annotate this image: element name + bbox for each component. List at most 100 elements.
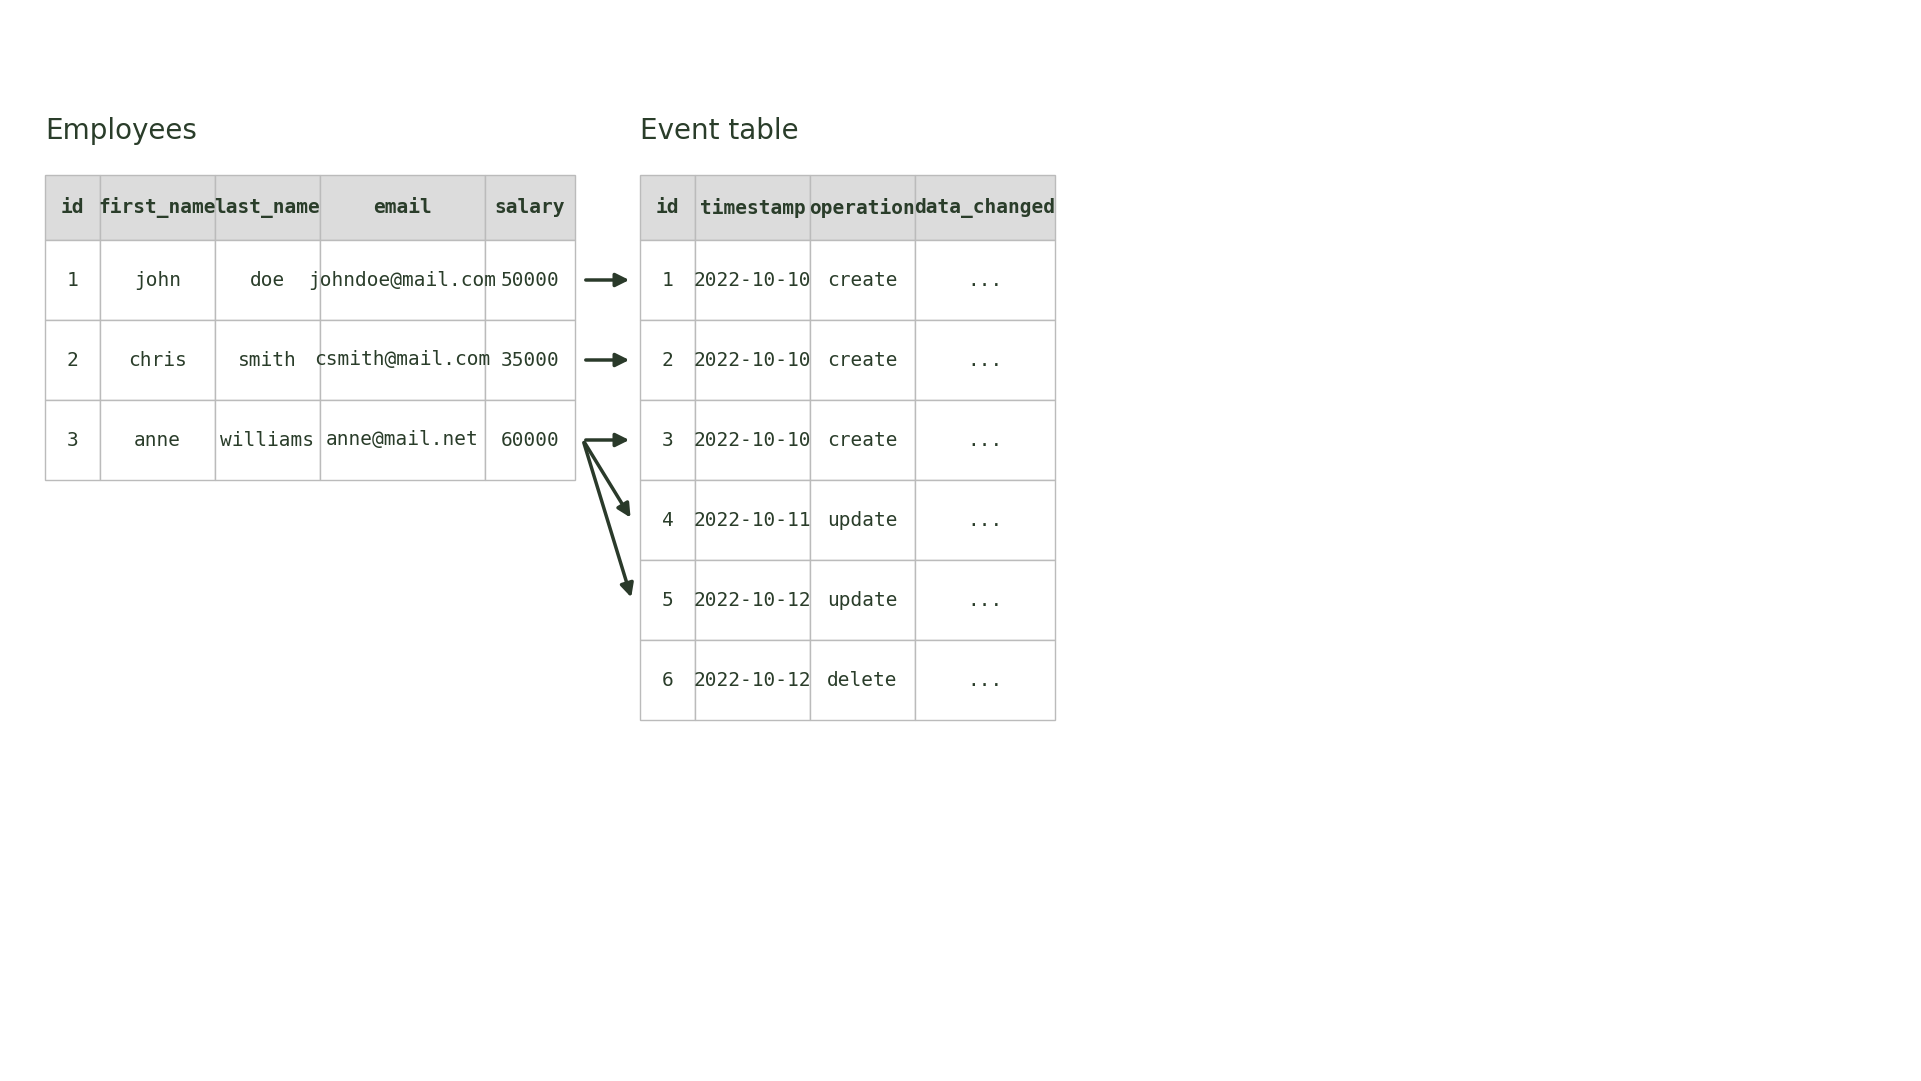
Bar <box>914 560 1055 640</box>
Bar <box>44 320 100 400</box>
Bar <box>695 640 811 720</box>
Bar <box>640 320 695 400</box>
Bar <box>914 400 1055 480</box>
Text: 2022-10-10: 2022-10-10 <box>693 350 811 370</box>
Bar <box>914 240 1055 320</box>
Bar <box>100 320 215 400</box>
Text: last_name: last_name <box>215 198 321 217</box>
FancyArrowPatch shape <box>584 442 628 515</box>
Bar <box>44 175 100 240</box>
Text: 2: 2 <box>67 350 79 370</box>
Text: salary: salary <box>496 198 565 217</box>
Bar <box>640 240 695 320</box>
Text: ...: ... <box>968 590 1003 610</box>
Text: update: update <box>828 590 897 610</box>
Bar <box>695 175 811 240</box>
Text: 2022-10-10: 2022-10-10 <box>693 270 811 290</box>
Text: 2: 2 <box>661 350 674 370</box>
Text: Event table: Event table <box>640 117 799 145</box>
Bar <box>484 400 574 480</box>
Bar <box>811 175 914 240</box>
Text: id: id <box>655 198 680 217</box>
FancyArrowPatch shape <box>586 435 626 445</box>
Text: id: id <box>61 198 85 217</box>
Text: 50000: 50000 <box>501 270 559 290</box>
Text: email: email <box>373 198 432 217</box>
Bar <box>695 480 811 560</box>
Bar <box>914 175 1055 240</box>
Bar <box>640 175 695 240</box>
Text: anne@mail.net: anne@mail.net <box>327 430 478 450</box>
Bar <box>44 400 100 480</box>
Text: 4: 4 <box>661 510 674 530</box>
Text: 2022-10-12: 2022-10-12 <box>693 670 811 690</box>
Bar <box>215 400 321 480</box>
Bar <box>484 175 574 240</box>
Bar <box>484 320 574 400</box>
Bar <box>811 640 914 720</box>
Bar <box>640 640 695 720</box>
Text: doe: doe <box>250 270 284 290</box>
Bar <box>321 400 484 480</box>
Text: ...: ... <box>968 510 1003 530</box>
Bar <box>321 320 484 400</box>
Bar <box>811 320 914 400</box>
FancyArrowPatch shape <box>584 442 632 593</box>
Text: anne: anne <box>134 430 181 450</box>
Text: williams: williams <box>221 430 315 450</box>
Text: ...: ... <box>968 270 1003 290</box>
Bar <box>44 240 100 320</box>
Text: 2022-10-12: 2022-10-12 <box>693 590 811 610</box>
Bar <box>640 560 695 640</box>
Text: csmith@mail.com: csmith@mail.com <box>315 350 490 370</box>
Text: create: create <box>828 270 897 290</box>
Bar <box>215 175 321 240</box>
Text: chris: chris <box>129 350 186 370</box>
FancyArrowPatch shape <box>586 355 626 365</box>
FancyArrowPatch shape <box>586 275 626 285</box>
Bar <box>695 400 811 480</box>
Text: 2022-10-10: 2022-10-10 <box>693 430 811 450</box>
Bar <box>914 640 1055 720</box>
Text: 1: 1 <box>67 270 79 290</box>
Bar <box>484 240 574 320</box>
Bar <box>640 480 695 560</box>
Text: johndoe@mail.com: johndoe@mail.com <box>309 270 496 290</box>
Bar <box>640 400 695 480</box>
Bar <box>914 320 1055 400</box>
Text: create: create <box>828 430 897 450</box>
Text: 2022-10-11: 2022-10-11 <box>693 510 811 530</box>
Text: john: john <box>134 270 181 290</box>
Text: ...: ... <box>968 350 1003 370</box>
Text: timestamp: timestamp <box>699 198 805 217</box>
Text: create: create <box>828 350 897 370</box>
Bar <box>695 240 811 320</box>
Text: 1: 1 <box>661 270 674 290</box>
Bar <box>100 400 215 480</box>
Text: Employees: Employees <box>44 117 196 145</box>
Text: 3: 3 <box>661 430 674 450</box>
Bar <box>100 175 215 240</box>
Text: operation: operation <box>809 198 916 217</box>
Text: 35000: 35000 <box>501 350 559 370</box>
Text: 5: 5 <box>661 590 674 610</box>
Bar <box>811 400 914 480</box>
Bar <box>695 560 811 640</box>
Bar <box>215 320 321 400</box>
Text: 60000: 60000 <box>501 430 559 450</box>
Bar <box>100 240 215 320</box>
Text: 3: 3 <box>67 430 79 450</box>
Bar <box>321 175 484 240</box>
Text: ...: ... <box>968 430 1003 450</box>
Bar <box>215 240 321 320</box>
Bar <box>811 560 914 640</box>
Bar <box>811 240 914 320</box>
Bar <box>914 480 1055 560</box>
Text: update: update <box>828 510 897 530</box>
Bar <box>695 320 811 400</box>
Bar <box>811 480 914 560</box>
Text: delete: delete <box>828 670 897 690</box>
Text: smith: smith <box>238 350 298 370</box>
Text: ...: ... <box>968 670 1003 690</box>
Bar <box>321 240 484 320</box>
